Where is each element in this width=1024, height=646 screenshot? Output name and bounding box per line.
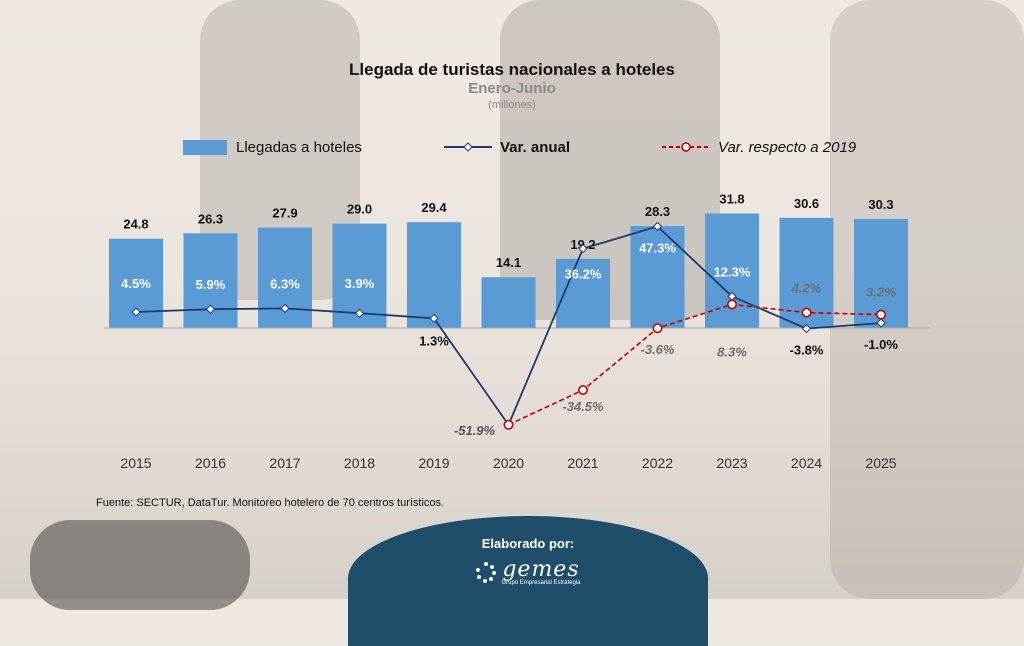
vs2019-point-2023 [726,299,737,310]
x-tick-label-2016: 2016 [195,455,226,471]
vs2019-point-2021 [577,384,588,395]
vs2019-label-2024: 4.2% [791,281,822,296]
x-tick-label-2024: 2024 [791,455,822,471]
annual-point-2025 [876,318,886,328]
annual-label-2015: 4.5% [121,276,151,291]
chart-plot-area: 24.826.327.929.029.414.119.228.331.830.6… [104,192,930,471]
x-tick-label-2021: 2021 [567,455,598,471]
x-tick-label-2023: 2023 [716,455,747,471]
footer-label: Elaborado por: [481,536,575,551]
x-tick-label-2019: 2019 [418,455,449,471]
annual-label-2023: 12.3% [714,264,751,279]
vs2019-variation-line [508,303,882,426]
legend-vs2019-label: Var. respecto a 2019 [718,138,857,156]
bar-value-label-2019: 29.4 [421,200,447,215]
chart-title: Llegada de turistas nacionales a hoteles [349,60,675,79]
vs2019-label-2022: -3.6% [641,342,675,357]
x-tick-label-2025: 2025 [865,455,896,471]
vs2019-point-2022 [652,323,663,334]
vs2019-point-2025 [875,309,886,320]
legend-annual-label: Var. anual [500,138,571,156]
x-tick-label-2015: 2015 [120,455,151,471]
vs2019-label-2021: -34.5% [562,399,604,414]
bar-value-label-2025: 30.3 [868,197,893,212]
legend-bars-label: Llegadas a hoteles [236,138,362,156]
annual-point-2017 [280,303,290,314]
bar-2019 [407,222,461,328]
gemes-logo: gemes Grupo Empresarial Estrategia [348,557,708,586]
vs2019-label-2023: 8.3% [717,344,747,359]
legend-annual-line-icon [444,142,492,152]
annual-point-2022 [652,221,663,232]
bar-value-label-2023: 31.8 [719,192,744,207]
legend-item-vs2019: Var. respecto a 2019 [662,136,856,158]
chart-units: (millones) [488,99,536,111]
logo-subtext: Grupo Empresarial Estrategia [501,580,581,586]
legend-bar-swatch [183,139,227,155]
bar-value-label-2022: 28.3 [645,204,670,219]
annual-label-2018: 3.9% [345,276,375,291]
source-note: Fuente: SECTUR, DataTur. Monitoreo hotel… [96,497,445,509]
vs2019-point-2020 [503,419,514,430]
annual-label-2016: 5.9% [196,277,226,292]
annual-point-2024 [801,323,812,334]
logo-text: gemes [502,557,580,582]
bar-2020 [481,277,536,328]
bar-value-label-2017: 27.9 [272,206,297,221]
vs2019-label-2025: 3.2% [866,285,896,300]
annual-point-2015 [131,307,141,317]
bar-value-label-2024: 30.6 [794,196,819,211]
annual-label-2021: 36.2% [565,267,602,282]
legend-item-annual: Var. anual [444,136,570,158]
annual-point-2018 [354,308,365,318]
annual-label-2022: 47.3% [639,240,676,255]
annual-point-2016 [205,304,216,314]
x-tick-label-2020: 2020 [493,455,524,471]
annual-point-2021 [578,243,588,254]
chart-legend: Llegadas a hoteles Var. anual Var. respe… [0,136,1024,158]
annual-point-2019 [429,313,439,324]
bar-value-label-2016: 26.3 [198,211,223,226]
annual-label-2019: 1.3% [419,333,449,348]
legend-item-bars: Llegadas a hoteles [183,136,362,158]
bar-value-label-2015: 24.8 [123,217,148,232]
background-luggage [30,520,250,610]
x-tick-label-2022: 2022 [642,455,673,471]
footer-badge: Elaborado por: gemes Grupo Empresarial E… [348,516,708,646]
annual-label-2017: 6.3% [270,276,300,291]
annual-label-2020: -51.9% [454,423,496,438]
chart-subtitle: Enero-Junio [468,80,556,97]
legend-vs2019-line-icon [662,142,710,152]
chart-title-block: Llegada de turistas nacionales a hoteles… [0,60,1024,112]
annual-label-2025: -1.0% [864,337,898,352]
x-tick-label-2018: 2018 [344,455,375,471]
bar-value-label-2018: 29.0 [347,202,372,217]
bar-value-label-2020: 14.1 [496,255,521,270]
logo-dots-icon [476,561,497,583]
x-tick-label-2017: 2017 [269,455,300,471]
annual-label-2024: -3.8% [790,343,824,358]
vs2019-point-2024 [801,307,812,318]
